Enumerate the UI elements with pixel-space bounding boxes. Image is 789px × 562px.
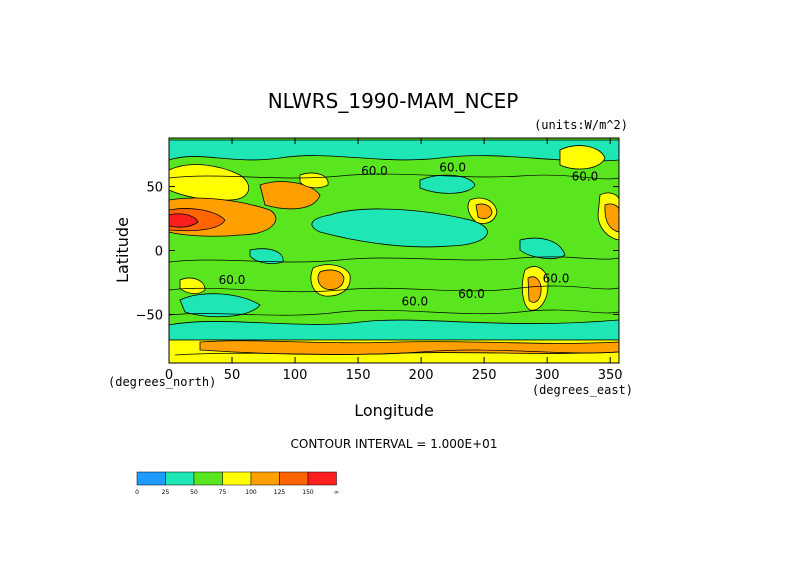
- x-tick-label: 350: [598, 368, 623, 383]
- y-tick-label: 0: [155, 245, 163, 260]
- contour-label: 60.0: [572, 169, 599, 183]
- colorbar-swatch: [307, 471, 337, 486]
- x-tick-label: 250: [472, 368, 497, 383]
- colorbar-label: 75: [219, 489, 227, 496]
- y-tick-label: 50: [146, 181, 163, 196]
- x-tick-label: 50: [224, 368, 241, 383]
- units-label: (units:W/m^2): [534, 118, 628, 132]
- colorbar-label: 150: [302, 489, 314, 496]
- x-unit-label: (degrees_east): [532, 383, 633, 397]
- colorbar-swatch: [222, 471, 252, 486]
- low-value-regions: [169, 139, 619, 341]
- y-axis-label: Latitude: [113, 217, 132, 283]
- contour-label: 60.0: [543, 272, 570, 286]
- contour-lines: [169, 173, 619, 356]
- colorbar-label: 100: [245, 489, 257, 496]
- x-axis-label: Longitude: [354, 401, 434, 420]
- colorbar-label: 0: [135, 489, 139, 496]
- y-tick-label: −50: [136, 308, 163, 323]
- colorbar-swatch: [193, 471, 223, 486]
- contour-interval: CONTOUR INTERVAL = 1.000E+01: [291, 437, 498, 451]
- colorbar-label: 125: [274, 489, 286, 496]
- x-tick-label: 150: [346, 368, 371, 383]
- contour-label: 60.0: [439, 160, 466, 174]
- x-tick-label: 100: [283, 368, 308, 383]
- colorbar-swatch: [279, 471, 309, 486]
- x-tick-label: 0: [165, 368, 173, 383]
- x-tick-label: 200: [409, 368, 434, 383]
- x-tick-label: 300: [535, 368, 560, 383]
- plot-area: 60.0 60.0 60.0 60.0 60.0 60.0 60.0: [169, 138, 619, 363]
- high-value-regions: [169, 145, 619, 363]
- colorbar-swatch: [136, 471, 166, 486]
- y-unit-label: (degrees_north): [108, 375, 216, 389]
- colorbar-label: ∞: [334, 489, 339, 496]
- contour-label: 60.0: [458, 287, 485, 301]
- colorbar-swatch: [165, 471, 195, 486]
- contour-label: 60.0: [219, 273, 246, 287]
- colorbar-swatch: [250, 471, 280, 486]
- axes: 0 50 100 150 200 250 300 350 50 0 −50: [136, 138, 623, 383]
- chart-title: NLWRS_1990-MAM_NCEP: [268, 89, 519, 113]
- colorbar: 0 25 50 75 100 125 150 ∞: [135, 471, 339, 496]
- contour-labels: 60.0 60.0 60.0 60.0 60.0 60.0 60.0: [219, 160, 599, 308]
- contour-label: 60.0: [401, 295, 428, 309]
- contour-label: 60.0: [361, 164, 388, 178]
- colorbar-label: 25: [162, 489, 170, 496]
- colorbar-label: 50: [190, 489, 198, 496]
